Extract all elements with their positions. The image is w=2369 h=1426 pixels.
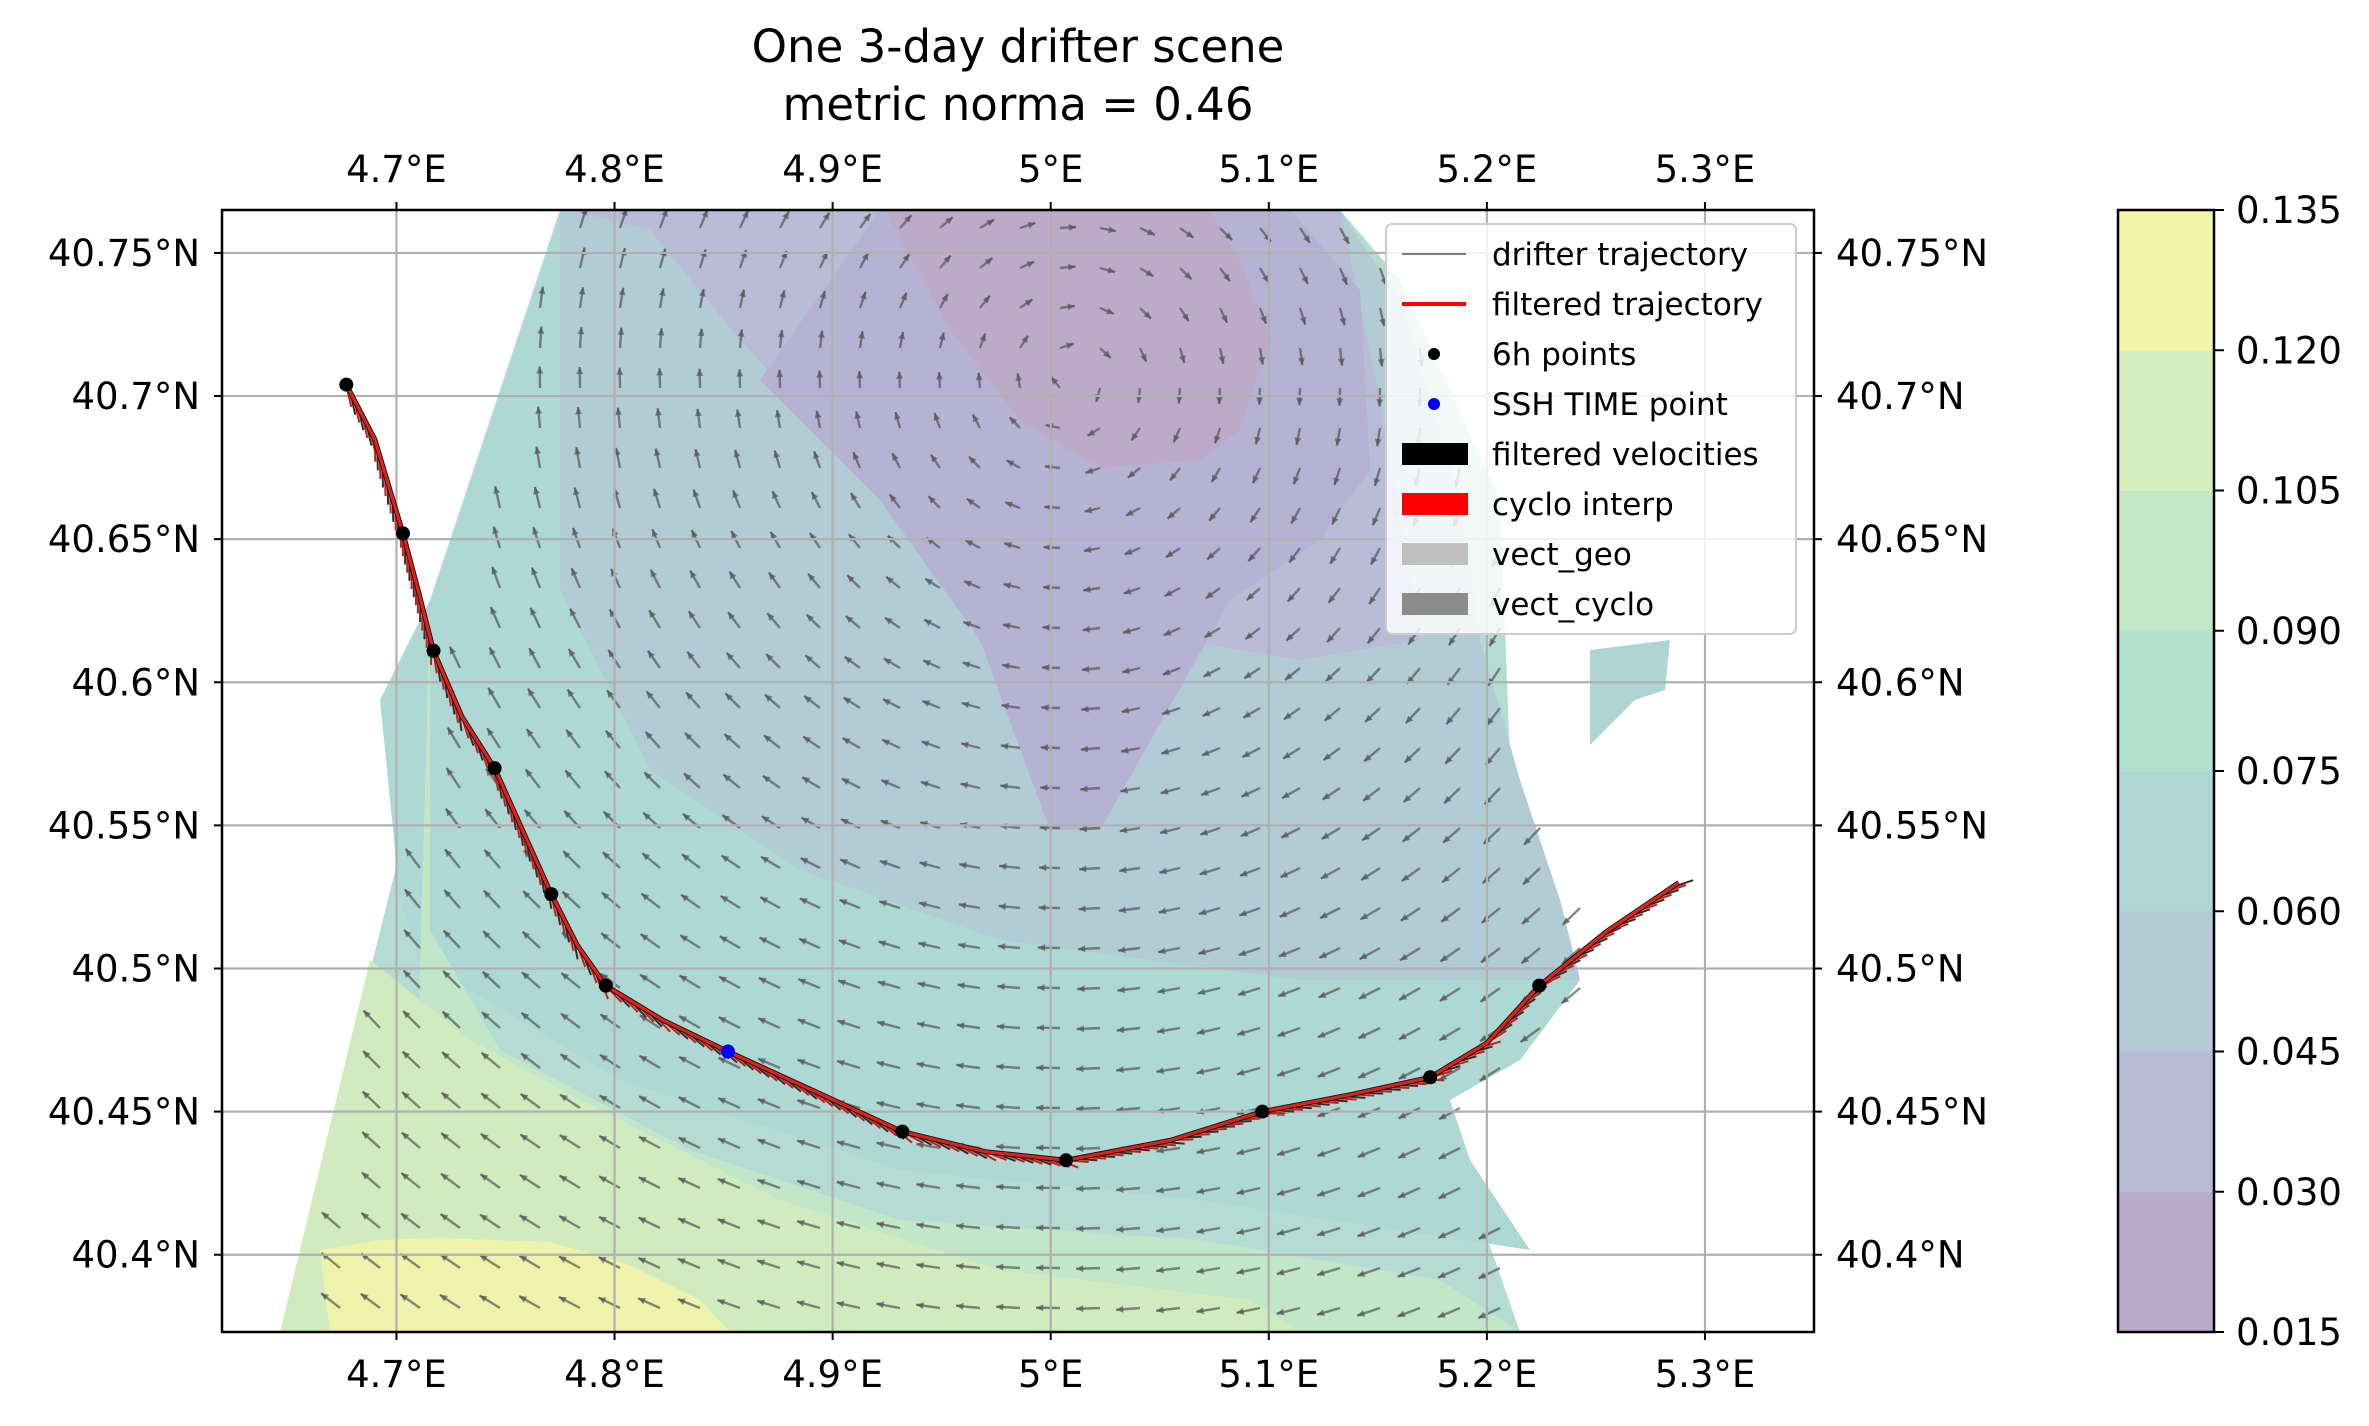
y-tick-label-left: 40.45°N: [48, 1091, 200, 1134]
six-hour-point: [339, 378, 353, 392]
colorbar-tick-label: 0.075: [2236, 750, 2342, 793]
x-tick-label-bottom: 5.1°E: [1218, 1353, 1319, 1396]
six-hour-point: [544, 887, 558, 901]
y-tick-label-right: 40.65°N: [1836, 518, 1988, 561]
legend-label: cyclo interp: [1492, 487, 1674, 523]
x-tick-label-bottom: 4.8°E: [564, 1353, 665, 1396]
x-tick-label-bottom: 5°E: [1018, 1353, 1083, 1396]
x-tick-label-bottom: 4.7°E: [346, 1353, 447, 1396]
legend-swatch-patch: [1402, 593, 1468, 615]
y-tick-label-left: 40.55°N: [48, 804, 200, 847]
x-tick-label-top: 5.3°E: [1655, 148, 1756, 191]
six-hour-point: [1532, 979, 1546, 993]
x-tick-label-bottom: 5.2°E: [1437, 1353, 1538, 1396]
colorbar-band: [2118, 350, 2214, 491]
legend-swatch-dot: [1428, 348, 1440, 360]
legend-label: vect_cyclo: [1492, 587, 1654, 623]
x-tick-label-top: 4.8°E: [564, 148, 665, 191]
x-tick-label-bottom: 4.9°E: [782, 1353, 883, 1396]
y-tick-label-right: 40.7°N: [1836, 375, 1965, 418]
legend-label: vect_geo: [1492, 537, 1632, 573]
colorbar-band: [2118, 1192, 2214, 1333]
y-tick-label-right: 40.55°N: [1836, 804, 1988, 847]
y-tick-label-right: 40.45°N: [1836, 1091, 1988, 1134]
velocity-vector: [1563, 908, 1580, 925]
legend: drifter trajectory filtered trajectory 6h …: [1386, 224, 1796, 634]
y-tick-label-right: 40.75°N: [1836, 232, 1988, 275]
six-hour-point: [396, 526, 410, 540]
y-tick-label-right: 40.4°N: [1836, 1234, 1965, 1277]
six-hour-point: [427, 644, 441, 658]
colorbar-tick-label: 0.135: [2236, 189, 2342, 232]
colorbar-tick-label: 0.090: [2236, 610, 2342, 653]
colorbar-band: [2118, 210, 2214, 351]
six-hour-point: [1059, 1153, 1073, 1167]
x-tick-label-top: 4.9°E: [782, 148, 883, 191]
colorbar-tick-label: 0.030: [2236, 1171, 2342, 1214]
y-tick-label-left: 40.75°N: [48, 232, 200, 275]
x-tick-label-bottom: 5.3°E: [1655, 1353, 1756, 1396]
colorbar: 0.015 0.030 0.045 0.060 0.075 0.090 0.105 0.120…: [2118, 189, 2342, 1354]
six-hour-point: [599, 979, 613, 993]
y-tick-label-left: 40.4°N: [71, 1234, 200, 1277]
legend-label: drifter trajectory: [1492, 237, 1748, 273]
colorbar-band: [2118, 631, 2214, 772]
legend-swatch-patch: [1402, 493, 1468, 515]
six-hour-point: [1255, 1105, 1269, 1119]
legend-label: filtered velocities: [1492, 437, 1759, 473]
colorbar-band: [2118, 1052, 2214, 1193]
chart-subtitle: metric norma = 0.46: [783, 78, 1254, 131]
colorbar-band: [2118, 911, 2214, 1052]
colorbar-tick-label: 0.015: [2236, 1311, 2342, 1354]
chart-title: One 3-day drifter scene: [752, 20, 1285, 73]
colorbar-tick-label: 0.105: [2236, 470, 2342, 513]
colorbar-band: [2118, 491, 2214, 632]
legend-label: filtered trajectory: [1492, 287, 1763, 323]
legend-label: SSH TIME point: [1492, 387, 1728, 423]
colorbar-tick-label: 0.120: [2236, 329, 2342, 372]
legend-swatch-patch: [1402, 443, 1468, 465]
y-tick-label-right: 40.5°N: [1836, 947, 1965, 990]
colorbar-band: [2118, 771, 2214, 912]
x-tick-label-top: 5°E: [1018, 148, 1083, 191]
x-tick-label-top: 5.1°E: [1218, 148, 1319, 191]
legend-swatch-patch: [1402, 543, 1468, 565]
y-tick-label-left: 40.5°N: [71, 947, 200, 990]
y-tick-label-right: 40.6°N: [1836, 661, 1965, 704]
x-tick-label-top: 4.7°E: [346, 148, 447, 191]
colorbar-tick-label: 0.060: [2236, 890, 2342, 933]
contour-island: [1590, 640, 1670, 745]
x-tick-label-top: 5.2°E: [1437, 148, 1538, 191]
ssh-time-point: [721, 1045, 735, 1059]
y-tick-label-left: 40.6°N: [71, 661, 200, 704]
legend-label: 6h points: [1492, 337, 1636, 373]
legend-swatch-dot: [1428, 398, 1440, 410]
y-tick-label-left: 40.7°N: [71, 375, 200, 418]
y-tick-label-left: 40.65°N: [48, 518, 200, 561]
six-hour-point: [895, 1125, 909, 1139]
six-hour-point: [488, 761, 502, 775]
colorbar-tick-label: 0.045: [2236, 1031, 2342, 1074]
six-hour-point: [1423, 1070, 1437, 1084]
